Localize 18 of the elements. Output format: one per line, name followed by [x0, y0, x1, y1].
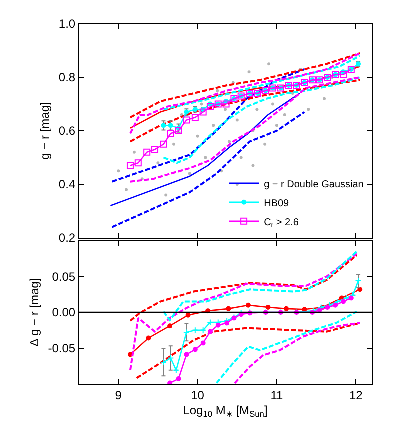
- y-axis-title: g − r [mag]: [38, 102, 52, 160]
- x-tick-label: 11: [270, 388, 284, 402]
- y-tick-label: 0.8: [58, 70, 76, 85]
- legend-label: C$_{r}$ > 2.6: [264, 217, 300, 230]
- x-axis-title: Log$_{10}$ M$_{∗}$ [M$_{Sun}$]: [183, 403, 268, 419]
- x-tick-label: 12: [349, 388, 364, 402]
- y-tick-label: 0.05: [52, 270, 76, 284]
- y-tick-label: -0.05: [48, 341, 76, 356]
- legend-label: HB09: [264, 198, 290, 210]
- y-tick-label: 0.4: [58, 178, 76, 192]
- legend-label: g − r Double Gaussian: [264, 179, 364, 190]
- x-tick-label: 9: [115, 388, 122, 402]
- y-tick-label: 1.0: [58, 17, 76, 32]
- y-axis-title: Δ g − r [mag]: [28, 278, 42, 347]
- x-tick-label: 10: [191, 388, 205, 402]
- y-tick-label: 0.6: [58, 124, 76, 138]
- y-tick-label: 0.00: [52, 306, 76, 320]
- y-tick-label: 0.2: [58, 231, 76, 246]
